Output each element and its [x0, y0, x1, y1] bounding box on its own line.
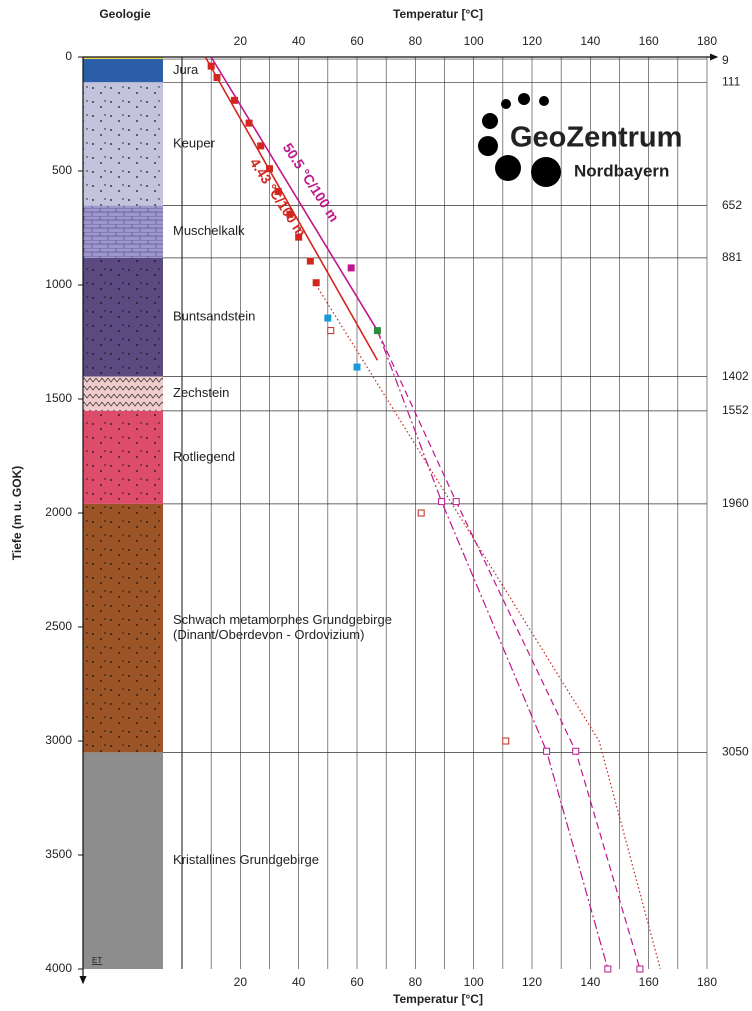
data-point [544, 748, 550, 754]
y-tick-label: 1500 [45, 391, 72, 405]
layer-pattern [83, 411, 163, 504]
logo-text: Nordbayern [574, 161, 669, 180]
y-tick-label: 4000 [45, 961, 72, 975]
y-tick-label: 3500 [45, 847, 72, 861]
layer-label: Zechstein [173, 385, 229, 400]
layer-label: (Dinant/Oberdevon - Ordovizium) [173, 627, 364, 642]
y-tick-label: 2500 [45, 619, 72, 633]
data-point [328, 328, 334, 334]
data-point [246, 120, 253, 127]
x-tick-label: 120 [522, 34, 542, 48]
profile-line [377, 331, 640, 969]
x-tick-label: 80 [409, 34, 423, 48]
logo: GeoZentrum Nordbayern [478, 93, 682, 187]
layer-pattern [83, 504, 163, 753]
x-tick-label: 100 [464, 975, 484, 989]
data-point [418, 510, 424, 516]
x-tick-label: 20 [234, 975, 248, 989]
layer-label: Muschelkalk [173, 223, 245, 238]
data-point [208, 63, 215, 70]
boundary-label: 3050 [722, 745, 749, 759]
x-tick-label: 100 [464, 34, 484, 48]
boundary-label: 111 [722, 74, 741, 88]
x-tick-label: 60 [350, 975, 364, 989]
x-tick-label: 60 [350, 34, 364, 48]
layer [83, 752, 163, 969]
logo-text: GeoZentrum [510, 122, 682, 154]
layer [83, 59, 163, 82]
data-point [324, 315, 331, 322]
data-point [313, 279, 320, 286]
data-point [605, 966, 611, 972]
x-tick-label: 180 [697, 34, 717, 48]
x-tick-label: 180 [697, 975, 717, 989]
layer-label: Jura [173, 62, 199, 77]
layer-label: Kristallines Grundgebirge [173, 852, 319, 867]
data-point [307, 258, 314, 265]
boundary-label: 652 [722, 198, 742, 212]
layer-label: Schwach metamorphes Grundgebirge [173, 612, 392, 627]
layer-pattern [83, 377, 163, 411]
layer-pattern [83, 258, 163, 377]
y-tick-label: 2000 [45, 505, 72, 519]
x-tick-label: 40 [292, 975, 306, 989]
y-tick-label: 0 [65, 49, 72, 63]
data-point [503, 738, 509, 744]
boundary-label: 1960 [722, 496, 749, 510]
y-tick-label: 3000 [45, 733, 72, 747]
data-point [439, 499, 445, 505]
data-point [453, 499, 459, 505]
layer-pattern [83, 206, 163, 258]
data-point [348, 264, 355, 271]
y-axis-title: Tiefe (m u. GOK) [10, 466, 24, 560]
x-axis-title: Temperatur [°C] [393, 7, 483, 21]
data-point [214, 74, 221, 81]
x-tick-label: 20 [234, 34, 248, 48]
data-point [231, 97, 238, 104]
profile-line [377, 331, 607, 969]
x-tick-label: 80 [409, 975, 423, 989]
y-tick-label: 1000 [45, 277, 72, 291]
y-tick-label: 500 [52, 163, 72, 177]
x-tick-label: 160 [639, 34, 659, 48]
chart: Geologie Temperatur [°C] Temperatur [°C]… [0, 0, 752, 1011]
boundary-label: 9 [722, 53, 729, 67]
x-tick-label: 120 [522, 975, 542, 989]
data-point [637, 966, 643, 972]
boundary-label: 1402 [722, 369, 749, 383]
boundary-label: 881 [722, 250, 742, 264]
x-tick-label: 40 [292, 34, 306, 48]
column-note: ET [92, 956, 102, 965]
data-point [354, 364, 361, 371]
layer-pattern [83, 82, 163, 205]
x-tick-label: 140 [580, 34, 600, 48]
boundary-label: 1552 [722, 403, 749, 417]
layer-label: Buntsandstein [173, 309, 255, 324]
data-point [573, 748, 579, 754]
column-title: Geologie [99, 7, 151, 21]
x-axis-title: Temperatur [°C] [393, 992, 483, 1006]
layer-label: Keuper [173, 135, 216, 150]
data-point [257, 142, 264, 149]
x-tick-label: 140 [580, 975, 600, 989]
data-point [374, 327, 381, 334]
x-tick-label: 160 [639, 975, 659, 989]
